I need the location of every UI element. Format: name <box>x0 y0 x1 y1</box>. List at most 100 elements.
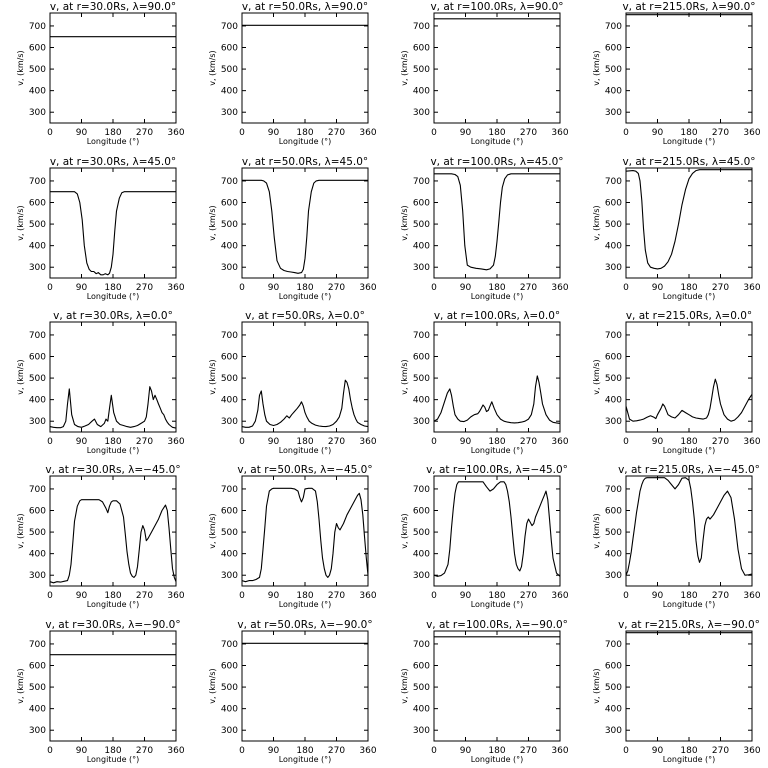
x-axis-label: Longitude (°) <box>471 600 524 609</box>
y-tick-label: 300 <box>413 263 430 273</box>
x-tick-label: 180 <box>488 128 505 138</box>
x-tick-label: 90 <box>76 437 88 447</box>
y-axis-label: v, (km/s) <box>592 668 601 703</box>
x-axis-label: Longitude (°) <box>279 137 332 146</box>
panel-13: v, at r=50.0Rs, λ=−45.0° 0 90 180 270 360 300 4… <box>208 464 377 609</box>
x-axis-label: Longitude (°) <box>663 137 716 146</box>
x-tick-label: 360 <box>743 283 760 293</box>
panel-6: v, at r=100.0Rs, λ=45.0° 0 90 180 270 360 300 4… <box>400 156 569 301</box>
x-tick-label: 0 <box>623 128 629 138</box>
x-tick-label: 360 <box>167 437 184 447</box>
x-tick-label: 180 <box>680 746 697 756</box>
x-tick-label: 180 <box>104 283 121 293</box>
x-tick-label: 360 <box>167 283 184 293</box>
plot-frame <box>49 630 177 742</box>
plot-frame <box>49 321 177 433</box>
x-axis-label: Longitude (°) <box>663 755 716 764</box>
x-axis-label: Longitude (°) <box>87 755 140 764</box>
y-tick-label: 400 <box>413 396 430 406</box>
x-tick-label: 90 <box>460 128 472 138</box>
panel-12: v, at r=30.0Rs, λ=−45.0° 0 90 180 270 360 300 4… <box>16 464 185 609</box>
x-tick-label: 0 <box>431 591 437 601</box>
y-tick-label: 500 <box>605 65 622 75</box>
x-tick-label: 180 <box>680 283 697 293</box>
x-axis-label: Longitude (°) <box>471 755 524 764</box>
plot-frame <box>625 12 753 124</box>
panel-7: v, at r=215.0Rs, λ=45.0° 0 90 180 270 360 300 4… <box>592 156 761 301</box>
y-tick-label: 700 <box>221 640 238 650</box>
plot-frame <box>433 630 561 742</box>
y-tick-label: 700 <box>605 640 622 650</box>
y-tick-label: 400 <box>29 396 46 406</box>
x-tick-label: 270 <box>136 128 153 138</box>
plot-frame <box>49 167 177 279</box>
y-axis-label: v, (km/s) <box>400 205 409 240</box>
x-tick-label: 270 <box>328 283 345 293</box>
panel-title: v, at r=100.0Rs, λ=45.0° <box>430 156 563 168</box>
speed-series-line <box>625 169 752 270</box>
panel-2: v, at r=100.0Rs, λ=90.0° 0 90 180 270 360 300 4… <box>400 1 569 146</box>
panel-title: v, at r=50.0Rs, λ=−45.0° <box>237 464 372 476</box>
speed-series-line <box>433 481 561 577</box>
y-tick-label: 400 <box>29 705 46 715</box>
speed-series-line <box>242 179 368 274</box>
y-tick-label: 600 <box>605 507 622 517</box>
x-tick-label: 90 <box>76 591 88 601</box>
x-axis-label: Longitude (°) <box>279 755 332 764</box>
x-tick-label: 180 <box>104 746 121 756</box>
y-axis-label: v, (km/s) <box>208 50 217 85</box>
y-tick-label: 600 <box>413 662 430 672</box>
y-tick-label: 300 <box>413 108 430 118</box>
y-tick-label: 600 <box>29 353 46 363</box>
x-tick-label: 270 <box>328 437 345 447</box>
speed-series-line <box>434 173 560 271</box>
y-axis-label: v, (km/s) <box>400 513 409 548</box>
x-tick-label: 360 <box>743 746 760 756</box>
y-tick-label: 300 <box>29 263 46 273</box>
y-tick-label: 400 <box>413 550 430 560</box>
panel-title: v, at r=50.0Rs, λ=0.0° <box>245 310 365 322</box>
panel-18: v, at r=100.0Rs, λ=−90.0° 0 90 180 270 360 300… <box>400 619 569 764</box>
y-axis-label: v, (km/s) <box>592 513 601 548</box>
x-tick-label: 0 <box>623 591 629 601</box>
panel-19: v, at r=215.0Rs, λ=−90.0° 0 90 180 270 360 300… <box>592 619 761 764</box>
x-tick-label: 90 <box>652 746 664 756</box>
y-tick-label: 700 <box>413 640 430 650</box>
y-tick-label: 600 <box>413 44 430 54</box>
y-tick-label: 700 <box>221 22 238 32</box>
x-axis-label: Longitude (°) <box>471 292 524 301</box>
x-tick-label: 180 <box>104 591 121 601</box>
y-tick-label: 500 <box>221 528 238 538</box>
x-tick-label: 360 <box>359 746 376 756</box>
y-axis-label: v, (km/s) <box>592 205 601 240</box>
y-tick-label: 400 <box>29 550 46 560</box>
x-axis-label: Longitude (°) <box>471 446 524 455</box>
panel-1: v, at r=50.0Rs, λ=90.0° 0 90 180 270 360 300 40… <box>208 1 377 146</box>
y-axis-label: v, (km/s) <box>16 668 25 703</box>
y-tick-label: 300 <box>29 417 46 427</box>
y-tick-label: 600 <box>413 507 430 517</box>
y-tick-label: 400 <box>221 550 238 560</box>
panel-title: v, at r=30.0Rs, λ=−45.0° <box>45 464 180 476</box>
x-tick-label: 360 <box>551 283 568 293</box>
y-tick-label: 600 <box>221 507 238 517</box>
plot-frame <box>241 12 369 124</box>
x-tick-label: 360 <box>359 591 376 601</box>
panel-17: v, at r=50.0Rs, λ=−90.0° 0 90 180 270 360 300 4… <box>208 619 377 764</box>
panel-15: v, at r=215.0Rs, λ=−45.0° 0 90 180 270 360 300… <box>592 464 761 609</box>
x-tick-label: 180 <box>488 746 505 756</box>
x-tick-label: 90 <box>268 591 280 601</box>
y-tick-label: 600 <box>605 662 622 672</box>
x-tick-label: 180 <box>296 128 313 138</box>
x-tick-label: 270 <box>712 591 729 601</box>
plot-frame <box>49 475 177 587</box>
y-tick-label: 400 <box>605 705 622 715</box>
x-tick-label: 180 <box>104 128 121 138</box>
speed-series-line <box>433 375 561 424</box>
y-tick-label: 600 <box>413 199 430 209</box>
y-tick-label: 500 <box>221 374 238 384</box>
x-tick-label: 270 <box>328 128 345 138</box>
x-tick-label: 360 <box>167 746 184 756</box>
y-tick-label: 400 <box>605 550 622 560</box>
